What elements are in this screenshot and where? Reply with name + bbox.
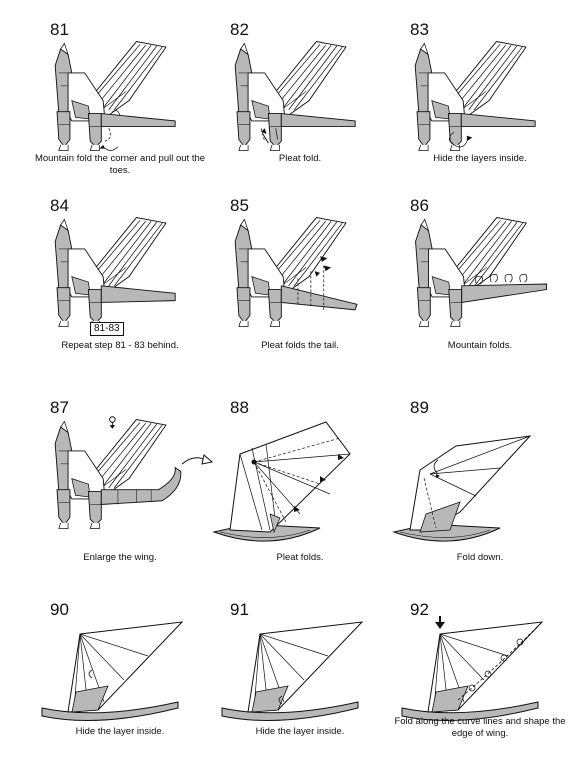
- step-number: 82: [230, 20, 249, 39]
- step-84-diagram: [54, 217, 176, 332]
- step-88-diagram: [213, 421, 351, 542]
- step-81-diagram: [54, 41, 176, 151]
- step-caption: Pleat fold.: [278, 153, 322, 164]
- step-number: 84: [50, 196, 69, 215]
- step-number: 87: [50, 398, 69, 417]
- step-86-diagram: [415, 217, 548, 327]
- step-caption: Fold down.: [456, 552, 504, 563]
- step-caption: Enlarge the wing.: [83, 552, 157, 563]
- step-number: 92: [410, 600, 429, 619]
- step-85-diagram: [234, 217, 358, 327]
- step-caption: Hide the layers inside.: [433, 153, 527, 164]
- step-caption: Hide the layer inside.: [75, 726, 165, 737]
- step-number: 88: [230, 398, 249, 417]
- step-91-diagram: [221, 621, 364, 721]
- step-87-diagram: [54, 416, 182, 529]
- arrow-icon: [181, 454, 214, 465]
- step-number: 90: [50, 600, 69, 619]
- step-89-diagram: [393, 435, 532, 542]
- step-caption: Fold along the curve lines and shape the…: [394, 716, 566, 739]
- step-number: 81: [50, 20, 69, 39]
- step-92-diagram: [401, 616, 544, 721]
- step-90-diagram: [41, 621, 184, 721]
- step-number: 86: [410, 196, 429, 215]
- step-number: 83: [410, 20, 429, 39]
- step-82-diagram: [234, 41, 356, 151]
- step-number: 89: [410, 398, 429, 417]
- step-caption: Pleat folds.: [276, 552, 324, 563]
- step-number: 91: [230, 600, 249, 619]
- repeat-reference-box: 81-83: [90, 322, 124, 336]
- step-caption: Hide the layer inside.: [255, 726, 345, 737]
- step-caption: Mountain folds.: [447, 340, 513, 351]
- step-caption: Mountain fold the corner and pull out th…: [34, 153, 206, 176]
- step-caption: Pleat folds the tail.: [261, 340, 339, 351]
- step-caption: Repeat step 81 - 83 behind.: [61, 340, 179, 351]
- step-number: 85: [230, 196, 249, 215]
- step-83-diagram: [414, 41, 536, 151]
